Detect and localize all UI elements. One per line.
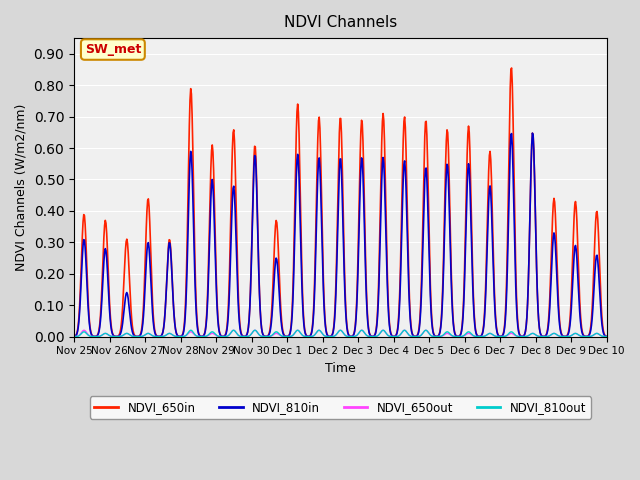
NDVI_650in bbox=[133, 334, 141, 339]
NDVI_810out bbox=[258, 334, 266, 339]
NDVI_810in bbox=[396, 297, 404, 302]
NDVI_650in bbox=[70, 334, 78, 339]
Text: SW_met: SW_met bbox=[84, 43, 141, 56]
NDVI_810in bbox=[278, 324, 285, 329]
NDVI_650in bbox=[396, 288, 404, 293]
NDVI_650in bbox=[231, 160, 239, 166]
NDVI_810out bbox=[231, 328, 239, 334]
NDVI_810in bbox=[231, 208, 239, 214]
NDVI_650out bbox=[231, 328, 239, 334]
Line: NDVI_650out: NDVI_650out bbox=[74, 330, 607, 336]
NDVI_810out bbox=[380, 327, 387, 333]
X-axis label: Time: Time bbox=[325, 362, 356, 375]
NDVI_810out bbox=[426, 332, 434, 338]
Y-axis label: NDVI Channels (W/m2/nm): NDVI Channels (W/m2/nm) bbox=[15, 104, 28, 271]
NDVI_650out bbox=[70, 334, 78, 339]
NDVI_650out bbox=[603, 334, 611, 339]
Title: NDVI Channels: NDVI Channels bbox=[284, 15, 397, 30]
NDVI_810in bbox=[603, 334, 611, 339]
NDVI_650out bbox=[426, 332, 434, 338]
NDVI_810in bbox=[426, 272, 433, 278]
Line: NDVI_810out: NDVI_810out bbox=[74, 330, 607, 336]
NDVI_650out bbox=[258, 334, 266, 339]
NDVI_650in bbox=[508, 65, 515, 71]
NDVI_810in bbox=[258, 325, 266, 331]
NDVI_650out bbox=[380, 327, 387, 333]
Line: NDVI_810in: NDVI_810in bbox=[74, 133, 607, 336]
NDVI_650in bbox=[278, 319, 285, 324]
NDVI_650in bbox=[113, 334, 120, 339]
NDVI_810in bbox=[529, 130, 536, 136]
NDVI_650in bbox=[258, 325, 266, 331]
Legend: NDVI_650in, NDVI_810in, NDVI_650out, NDVI_810out: NDVI_650in, NDVI_810in, NDVI_650out, NDV… bbox=[90, 396, 591, 419]
NDVI_810in bbox=[70, 334, 78, 339]
NDVI_650in bbox=[426, 255, 433, 261]
NDVI_810out bbox=[132, 334, 140, 339]
NDVI_650out bbox=[278, 333, 285, 339]
NDVI_810out bbox=[155, 334, 163, 339]
NDVI_810in bbox=[133, 334, 141, 339]
Line: NDVI_650in: NDVI_650in bbox=[74, 68, 607, 336]
NDVI_810out bbox=[278, 333, 285, 339]
NDVI_650out bbox=[132, 334, 140, 339]
NDVI_650out bbox=[397, 332, 404, 337]
NDVI_810out bbox=[397, 332, 404, 337]
NDVI_810out bbox=[70, 334, 78, 339]
NDVI_650in bbox=[603, 334, 611, 339]
NDVI_810in bbox=[113, 334, 120, 339]
NDVI_810out bbox=[603, 334, 611, 339]
NDVI_650out bbox=[155, 334, 163, 339]
